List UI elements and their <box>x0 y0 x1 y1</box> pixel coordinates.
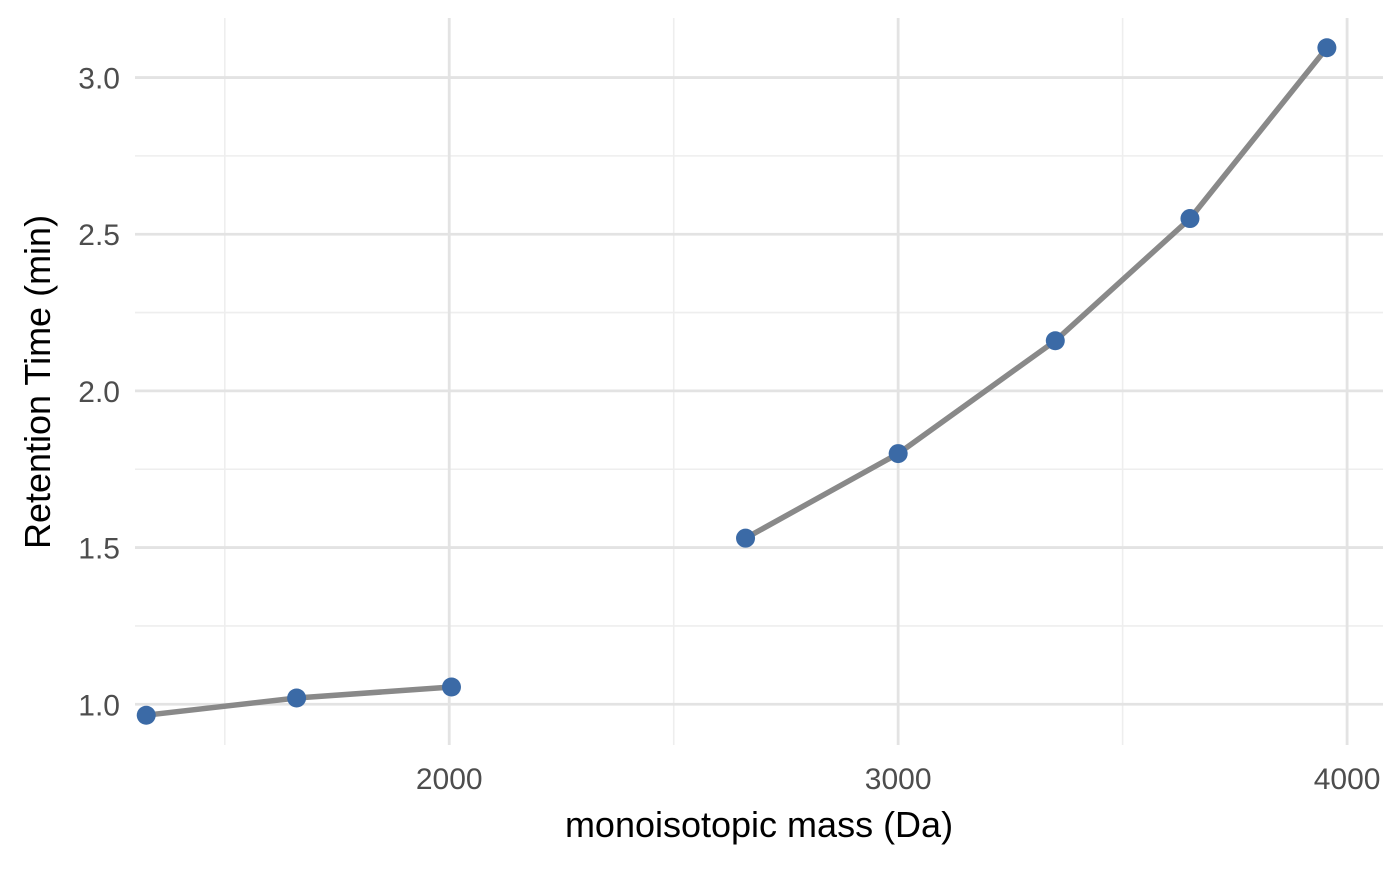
data-point <box>441 677 461 697</box>
data-point <box>287 688 307 708</box>
series-lines <box>143 45 1330 718</box>
data-point <box>888 444 908 464</box>
data-point <box>1317 38 1337 58</box>
y-tick-label: 2.0 <box>78 376 120 409</box>
series-2-line <box>742 45 1330 541</box>
y-tick-label: 2.5 <box>78 219 120 252</box>
series-points <box>136 38 1337 725</box>
x-tick-label: 2000 <box>416 763 483 796</box>
data-point <box>136 705 156 725</box>
y-axis-tick-labels: 1.0 1.5 2.0 2.5 3.0 <box>78 63 120 723</box>
y-tick-label: 1.5 <box>78 533 120 566</box>
y-axis-title: Retention Time (min) <box>17 215 58 549</box>
x-tick-label: 3000 <box>865 763 932 796</box>
grid <box>135 18 1383 745</box>
data-point <box>1045 331 1065 351</box>
x-tick-label: 4000 <box>1314 763 1381 796</box>
data-point <box>1180 209 1200 229</box>
y-tick-label: 3.0 <box>78 63 120 96</box>
y-tick-label: 1.0 <box>78 689 120 722</box>
data-point <box>736 528 756 548</box>
x-axis-tick-labels: 2000 3000 4000 <box>416 763 1381 796</box>
x-axis-title: monoisotopic mass (Da) <box>565 804 953 845</box>
